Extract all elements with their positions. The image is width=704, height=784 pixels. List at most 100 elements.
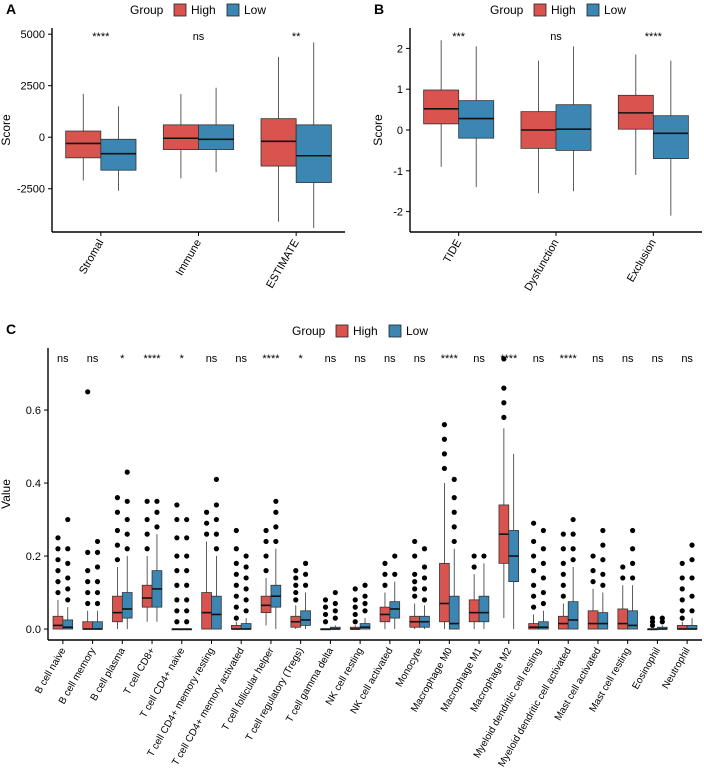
outlier-point: [94, 589, 101, 596]
box-iqr: [567, 601, 579, 630]
outlier-point: [213, 476, 220, 482]
outlier-point: [144, 516, 150, 523]
box-iqr: [260, 595, 272, 614]
outlier-point: [362, 608, 368, 614]
panel-label: A: [6, 1, 16, 17]
box-low: [181, 516, 192, 631]
outlier-point: [421, 564, 428, 570]
significance-label: ****: [262, 353, 280, 365]
outlier-point: [94, 579, 101, 585]
outlier-point: [362, 593, 368, 599]
outlier-point: [540, 527, 547, 534]
outlier-point: [421, 586, 428, 592]
box-iqr: [458, 100, 495, 139]
outlier-point: [233, 593, 239, 599]
outlier-point: [679, 575, 685, 581]
outlier-point: [530, 582, 537, 588]
x-tick-label: Exclusion: [625, 238, 659, 285]
outlier-point: [471, 564, 477, 570]
box-high: [112, 495, 123, 630]
outlier-point: [114, 542, 121, 548]
legend-label-high: High: [191, 3, 216, 17]
outlier-point: [629, 560, 636, 566]
outlier-point: [213, 546, 220, 552]
outlier-point: [154, 524, 160, 530]
box-high: [320, 597, 331, 631]
box-low: [597, 527, 609, 630]
outlier-point: [352, 586, 358, 592]
outlier-point: [441, 465, 448, 472]
outlier-point: [530, 568, 537, 574]
outlier-point: [94, 600, 101, 607]
outlier-point: [273, 524, 279, 530]
legend-title: Group: [130, 3, 164, 17]
legend-title: Group: [490, 3, 524, 17]
outlier-point: [124, 531, 130, 537]
outlier-point: [600, 557, 606, 563]
box-iqr: [201, 592, 212, 630]
box-iqr: [389, 601, 401, 619]
outlier-point: [174, 582, 180, 588]
outlier-point: [332, 608, 338, 614]
outlier-point: [530, 538, 537, 545]
box-high: [520, 60, 557, 194]
outlier-point: [263, 568, 269, 574]
outlier-point: [322, 604, 329, 610]
legend: Group High Low: [292, 324, 428, 338]
x-tick-label: T cell follicular helper: [220, 645, 277, 732]
y-tick-label: 2: [397, 43, 403, 55]
outlier-point: [441, 422, 448, 428]
outlier-point: [322, 611, 329, 618]
box-high: [260, 527, 272, 626]
significance-label: ns: [384, 353, 396, 365]
box-low: [448, 476, 460, 630]
box-high: [676, 560, 688, 630]
outlier-point: [94, 538, 101, 545]
outlier-point: [55, 535, 61, 541]
box-low: [240, 553, 252, 630]
significance-label: ns: [550, 31, 562, 43]
box-low: [151, 498, 163, 622]
outlier-point: [421, 546, 428, 552]
outlier-point: [629, 527, 636, 534]
outlier-point: [689, 542, 695, 548]
outlier-point: [94, 549, 101, 556]
outlier-point: [679, 586, 685, 592]
significance-label: ns: [193, 31, 205, 43]
legend-swatch-high: [335, 324, 349, 338]
box-low: [359, 582, 371, 630]
significance-label: ns: [87, 353, 99, 365]
outlier-point: [293, 597, 299, 603]
outlier-point: [590, 568, 596, 574]
box-high: [82, 389, 93, 630]
box-iqr: [597, 612, 609, 630]
outlier-point: [174, 535, 180, 541]
outlier-point: [124, 516, 130, 523]
outlier-point: [501, 356, 507, 362]
outlier-point: [85, 389, 91, 395]
outlier-point: [213, 531, 220, 537]
x-tick-label: Stromal: [77, 238, 106, 277]
y-tick-label: 0: [39, 132, 45, 144]
outlier-point: [233, 571, 239, 577]
outlier-point: [243, 564, 249, 570]
box-low: [478, 553, 490, 630]
outlier-point: [451, 476, 457, 482]
outlier-point: [600, 582, 606, 588]
outlier-point: [560, 531, 566, 537]
box-iqr: [65, 130, 102, 159]
outlier-point: [412, 586, 418, 592]
outlier-point: [174, 553, 180, 559]
outlier-point: [114, 557, 121, 563]
outlier-point: [392, 571, 398, 577]
outlier-point: [421, 597, 428, 603]
outlier-point: [570, 531, 576, 537]
box-high: [290, 568, 302, 630]
outlier-point: [144, 531, 150, 537]
outlier-point: [560, 546, 566, 552]
outlier-point: [114, 495, 121, 501]
legend: Group High Low: [130, 3, 266, 17]
x-tick-label: Monocyte: [394, 646, 425, 689]
box-low: [419, 546, 430, 630]
outlier-point: [114, 527, 121, 534]
